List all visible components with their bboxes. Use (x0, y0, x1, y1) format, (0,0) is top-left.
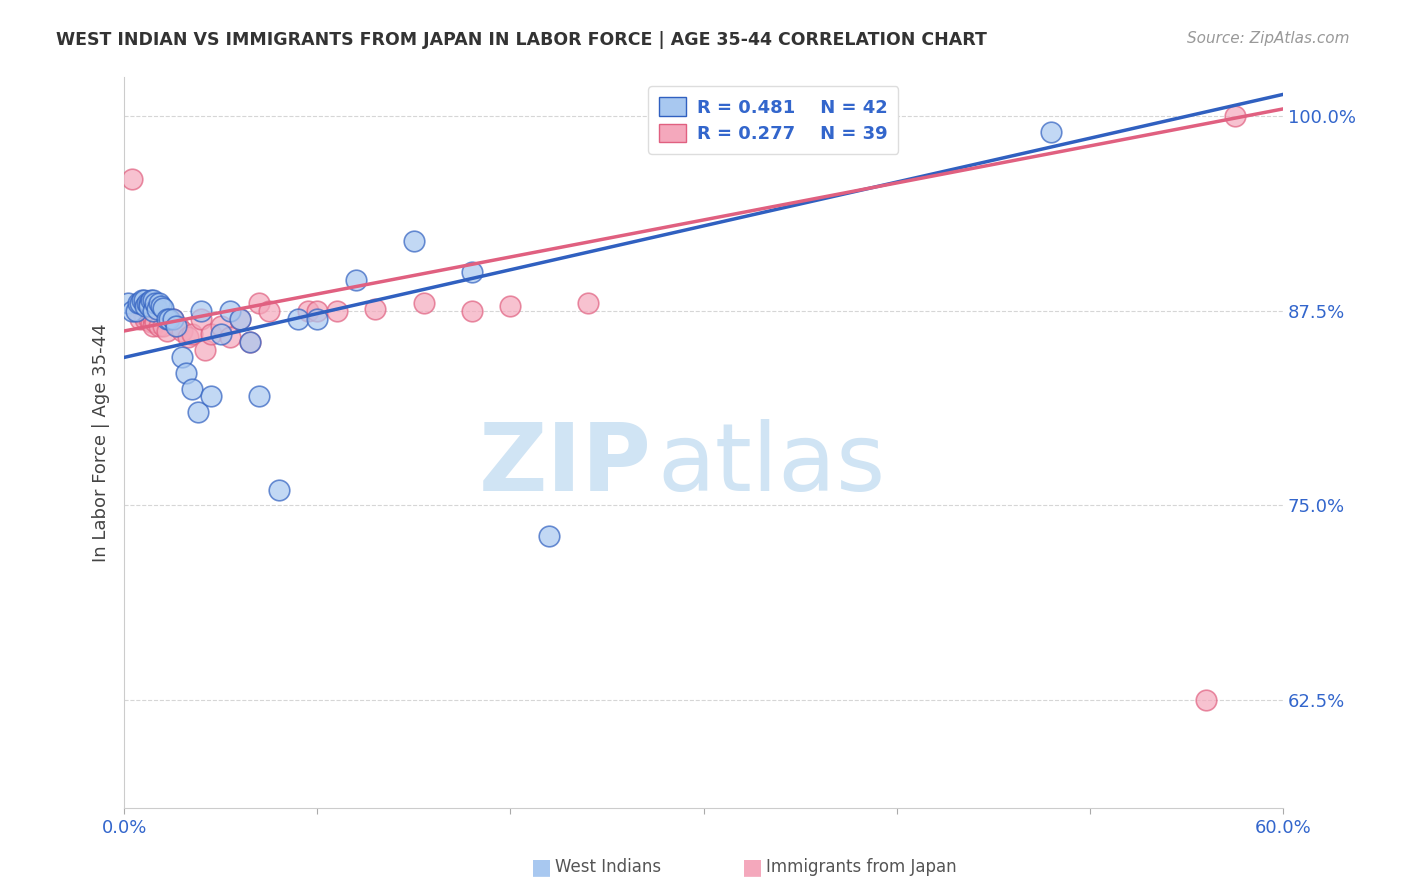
Point (172, 351, 194, 365)
Point (209, 319, 232, 334)
Text: ■: ■ (742, 857, 762, 877)
Point (200, 389, 222, 403)
Point (239, 334, 262, 349)
Point (576, 296, 599, 310)
Point (132, 293, 155, 307)
Point (412, 296, 434, 310)
Point (148, 319, 170, 334)
Point (177, 330, 200, 344)
Point (121, 303, 143, 318)
Point (128, 296, 150, 310)
Point (180, 327, 202, 342)
Text: atlas: atlas (657, 419, 886, 511)
Point (156, 311, 179, 326)
Point (146, 302, 169, 317)
Point (200, 327, 222, 342)
Point (180, 382, 202, 396)
Legend: R = 0.481    N = 42, R = 0.277    N = 39: R = 0.481 N = 42, R = 0.277 N = 39 (648, 87, 898, 154)
Point (142, 319, 165, 334)
Point (209, 327, 232, 342)
Point (167, 319, 190, 334)
Point (156, 324, 179, 338)
Point (229, 311, 252, 326)
Point (219, 303, 242, 318)
Point (148, 296, 170, 310)
Point (194, 343, 217, 357)
Point (190, 311, 212, 326)
Point (141, 315, 163, 329)
Point (127, 296, 149, 310)
Point (219, 330, 242, 344)
Point (138, 299, 160, 313)
Point (307, 303, 329, 318)
Point (134, 299, 156, 313)
Point (152, 319, 174, 334)
Point (121, 171, 143, 186)
Point (127, 303, 149, 318)
Point (187, 405, 209, 419)
Point (1195, 692, 1218, 706)
Point (125, 303, 148, 318)
Point (249, 389, 271, 403)
Text: ZIP: ZIP (478, 419, 651, 511)
Text: ■: ■ (531, 857, 551, 877)
Point (141, 293, 163, 307)
Text: West Indians: West Indians (555, 858, 661, 876)
Point (136, 303, 159, 318)
Point (325, 303, 347, 318)
Text: Source: ZipAtlas.com: Source: ZipAtlas.com (1187, 31, 1350, 46)
Point (297, 303, 319, 318)
Point (364, 302, 387, 317)
Point (132, 309, 155, 323)
Point (402, 234, 425, 248)
Point (172, 324, 194, 338)
Point (174, 366, 197, 380)
Point (190, 303, 212, 318)
Point (143, 315, 166, 329)
Point (249, 296, 271, 310)
Point (461, 265, 484, 279)
Point (152, 301, 174, 315)
Point (128, 311, 150, 326)
Point (538, 529, 561, 543)
Text: WEST INDIAN VS IMMIGRANTS FROM JAPAN IN LABOR FORCE | AGE 35-44 CORRELATION CHAR: WEST INDIAN VS IMMIGRANTS FROM JAPAN IN … (56, 31, 987, 49)
Point (1040, 125, 1063, 139)
Point (149, 299, 172, 313)
Point (143, 296, 166, 310)
Point (344, 272, 367, 286)
Point (131, 293, 153, 307)
Point (136, 296, 159, 310)
Point (1223, 109, 1246, 123)
Point (131, 303, 153, 318)
Point (239, 334, 262, 349)
Point (165, 319, 187, 334)
Point (287, 311, 309, 326)
Point (267, 483, 290, 497)
Point (229, 311, 252, 326)
Point (162, 311, 184, 326)
Point (499, 299, 522, 313)
Point (307, 311, 329, 326)
Point (142, 293, 165, 307)
Point (142, 303, 165, 318)
Point (157, 311, 180, 326)
Point (138, 296, 160, 310)
Point (138, 311, 160, 326)
Y-axis label: In Labor Force | Age 35-44: In Labor Force | Age 35-44 (93, 324, 110, 562)
Point (142, 311, 165, 326)
Point (162, 311, 184, 326)
Point (461, 303, 484, 318)
Point (117, 296, 139, 310)
Point (257, 303, 280, 318)
Point (134, 311, 156, 326)
Text: Immigrants from Japan: Immigrants from Japan (766, 858, 957, 876)
